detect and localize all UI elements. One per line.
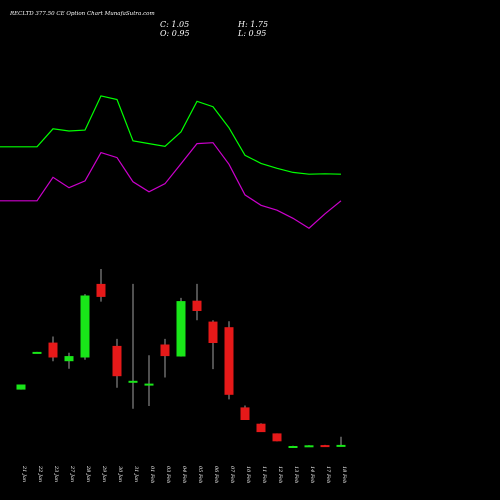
x-tick-label: 10 Feb xyxy=(245,466,251,483)
x-tick-label: 31 Jan xyxy=(133,466,139,482)
x-tick-label: 07 Feb xyxy=(229,466,235,483)
candle xyxy=(32,351,42,354)
bear-candle-body xyxy=(224,327,234,395)
candle xyxy=(256,423,266,433)
candle xyxy=(336,436,346,447)
bull-candle-body xyxy=(16,384,26,390)
bull-candle-body xyxy=(304,445,314,448)
x-tick-label: 23 Jan xyxy=(53,465,59,482)
bull-candle-body xyxy=(64,356,74,362)
candle xyxy=(272,433,282,442)
x-tick-label: 27 Jan xyxy=(69,465,75,482)
bear-candle-body xyxy=(160,344,170,357)
x-tick-label: 12 Feb xyxy=(277,466,283,483)
x-tick-label: 30 Jan xyxy=(117,466,123,482)
x-tick-label: 29 Jan xyxy=(101,465,107,482)
bull-candle-body xyxy=(80,295,90,358)
candle xyxy=(320,444,330,448)
candle xyxy=(64,352,74,369)
bear-candle-body xyxy=(240,407,250,420)
bear-candle-body xyxy=(48,342,58,358)
x-tick-label: 05 Feb xyxy=(197,466,203,483)
candle xyxy=(96,269,106,302)
bull-candle-body xyxy=(32,351,42,354)
open-label: O: 0.95 xyxy=(160,29,190,38)
candle xyxy=(16,384,26,390)
x-tick-label: 04 Feb xyxy=(181,466,187,483)
x-tick-label: 01 Feb xyxy=(149,466,155,483)
candle xyxy=(48,336,58,362)
candle xyxy=(240,405,250,420)
x-tick-label: 21 Jan xyxy=(21,465,27,482)
bull-candle-body xyxy=(176,301,186,357)
bear-candle-body xyxy=(208,321,218,343)
x-tick-label: 03 Feb xyxy=(165,466,171,483)
candle xyxy=(128,283,138,409)
bear-candle-body xyxy=(192,300,202,311)
lower-band-line xyxy=(0,142,342,229)
x-tick-label: 13 Feb xyxy=(293,466,299,483)
upper-band-line xyxy=(0,95,342,175)
chart-title: RECLTD 377.50 CE Option Chart MunafaSutr… xyxy=(9,11,155,17)
x-axis-labels: 21 Jan 22 Jan 23 Jan 27 Jan 28 Jan 29 Jan 30 J… xyxy=(21,465,347,483)
bull-candle-body xyxy=(144,383,154,386)
x-tick-label: 22 Jan xyxy=(37,465,43,482)
bull-candle-body xyxy=(288,446,298,448)
candle xyxy=(304,445,314,448)
x-tick-label: 28 Jan xyxy=(85,465,91,482)
bear-candle-body xyxy=(320,445,330,448)
bear-candle-body xyxy=(256,423,266,433)
bear-candle-body xyxy=(272,433,282,442)
candle xyxy=(80,294,90,360)
x-tick-label: 18 Feb xyxy=(341,466,347,483)
x-tick-label: 17 Feb xyxy=(325,466,331,483)
close-label: C: 1.05 xyxy=(160,20,189,29)
bands-layer xyxy=(0,95,342,229)
candle xyxy=(288,445,298,448)
candle xyxy=(192,283,202,321)
bear-candle-body xyxy=(96,283,106,297)
candles-layer xyxy=(16,269,346,448)
bull-candle-body xyxy=(336,444,346,447)
high-label: H: 1.75 xyxy=(237,20,268,29)
x-tick-label: 14 Feb xyxy=(309,466,315,483)
candle xyxy=(144,355,154,406)
x-tick-label: 06 Feb xyxy=(213,466,219,483)
candle xyxy=(112,338,122,388)
candle xyxy=(160,338,170,378)
low-label: L: 0.95 xyxy=(237,29,266,38)
candle xyxy=(224,321,234,400)
x-tick-label: 11 Feb xyxy=(261,466,267,483)
candle xyxy=(208,320,218,370)
bull-candle-body xyxy=(128,380,138,383)
candle xyxy=(176,297,186,357)
bear-candle-body xyxy=(112,345,122,377)
